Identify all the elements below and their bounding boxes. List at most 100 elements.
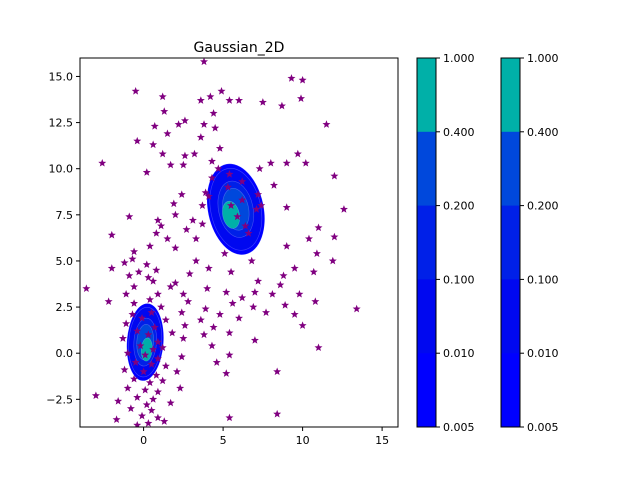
scatter-point [207, 157, 216, 165]
scatter-point [241, 221, 250, 230]
scatter-point [130, 374, 139, 383]
scatter-point [153, 337, 162, 346]
y-tick-label: 10.0 [49, 163, 74, 176]
scatter-point [168, 328, 177, 337]
scatter-point [225, 350, 234, 359]
scatter-point [330, 171, 339, 180]
y-tick-label: 0.0 [56, 347, 74, 360]
scatter-point [153, 413, 162, 422]
scatter-point [136, 341, 145, 350]
scatter-point [254, 277, 263, 285]
scatter-point [287, 74, 296, 82]
colorbar-tick-label: 0.100 [443, 273, 475, 286]
scatter-point [255, 164, 264, 173]
scatter-point [249, 302, 258, 311]
scatter-point [204, 264, 213, 272]
colorbar-segment [501, 58, 520, 133]
colorbar-segment [501, 131, 520, 207]
scatter-point [227, 201, 236, 209]
scatter-point [235, 313, 243, 322]
scatter-point [98, 158, 107, 167]
colorbar-tick-label: 1.000 [443, 52, 475, 65]
scatter-point [177, 190, 186, 198]
contour-level-1-5 [222, 200, 241, 229]
x-tick-label: 10 [296, 434, 310, 447]
scatter-point [177, 352, 186, 361]
x-tick-label: 5 [220, 434, 227, 447]
colorbar-segment [417, 131, 436, 207]
scatter-point [206, 92, 215, 101]
colorbar-segment [501, 279, 520, 354]
scatter-point [179, 160, 188, 169]
scatter-point [133, 326, 142, 335]
scatter-point [149, 345, 158, 353]
scatter-point [258, 98, 267, 106]
colorbar-tick-label: 0.005 [443, 421, 475, 434]
scatter-point [203, 284, 212, 293]
scatter-point [204, 192, 213, 200]
scatter-point [133, 393, 142, 401]
chart-title: Gaussian_2D [194, 40, 285, 56]
scatter-point [277, 101, 286, 110]
scatter-point [130, 299, 139, 307]
scatter-point [122, 289, 131, 298]
scatter-points [82, 58, 361, 427]
scatter-point [309, 267, 318, 276]
scatter-point [250, 336, 259, 344]
colorbar-segment [417, 58, 436, 133]
scatter-point [141, 385, 150, 394]
scatter-point [166, 282, 175, 291]
scatter-point [152, 229, 161, 237]
scatter-point [149, 277, 158, 285]
scatter-point [269, 181, 278, 189]
scatter-point [120, 258, 129, 267]
plot-frame [79, 57, 399, 428]
scatter-point [160, 107, 169, 115]
scatter-point [107, 230, 116, 239]
scatter-point [130, 282, 139, 291]
scatter-point [290, 310, 299, 318]
scatter-point [114, 396, 123, 405]
scatter-point [134, 267, 143, 276]
scatter-point [238, 293, 247, 302]
scatter-point [142, 400, 151, 409]
scatter-point [298, 321, 307, 329]
colorbar-segment [417, 279, 436, 354]
scatter-point [225, 96, 234, 104]
scatter-point [163, 129, 172, 138]
scatter-point [211, 123, 220, 132]
scatter-point [133, 136, 142, 145]
scatter-point [161, 361, 170, 370]
scatter-point [254, 190, 263, 198]
scatter-point [220, 249, 229, 257]
scatter-point [138, 313, 146, 322]
scatter-point [268, 289, 277, 298]
scatter-point [147, 308, 156, 317]
scatter-point [120, 365, 129, 374]
scatter-point [192, 234, 201, 243]
scatter-point [179, 289, 188, 298]
scatter-point [330, 232, 339, 241]
scatter-point [179, 334, 188, 342]
scatter-point [128, 310, 137, 318]
scatter-point [225, 170, 234, 178]
scatter-point [223, 182, 232, 191]
scatter-point [266, 158, 275, 167]
scatter-point [157, 302, 166, 311]
scatter-point [222, 369, 231, 377]
scatter-point [180, 116, 189, 125]
scatter-point [142, 168, 151, 176]
colorbar-tick-label: 0.200 [443, 200, 475, 213]
scatter-point [123, 384, 132, 392]
scatter-point [107, 264, 116, 272]
scatter-point [171, 210, 180, 219]
y-axis-ticks: −2.5 0.0 2.5 5.0 7.5 10.0 12.5 15.0 [46, 70, 80, 406]
scatter-point [290, 264, 299, 272]
scatter-point [228, 299, 237, 307]
scatter-point [158, 376, 167, 385]
scatter-point [339, 205, 348, 213]
scatter-point [276, 280, 285, 289]
scatter-point [196, 96, 205, 104]
scatter-point [227, 267, 236, 276]
contour-plot [126, 163, 265, 382]
